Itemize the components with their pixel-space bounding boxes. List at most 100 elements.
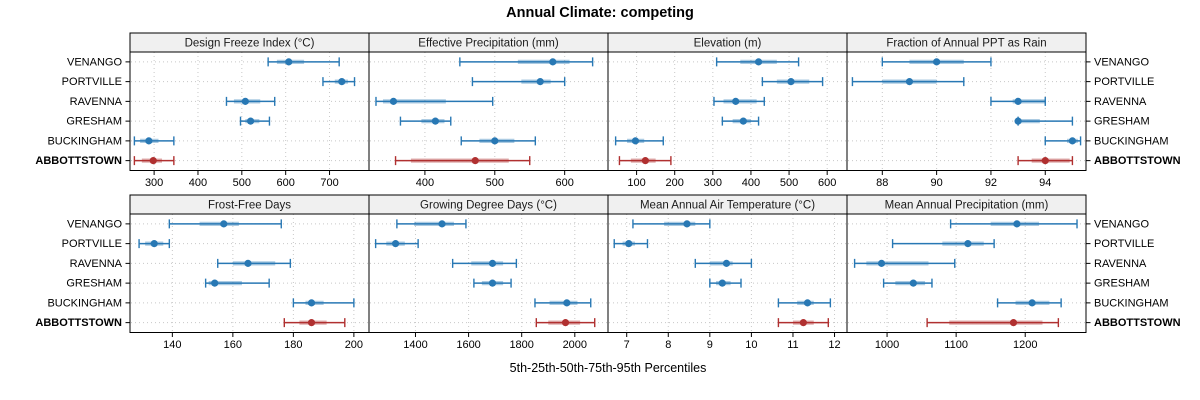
axis-tick-label: 500: [486, 177, 504, 189]
row-label-left-portville: PORTVILLE: [62, 76, 122, 88]
series-venango-fraction-of-annual-ppt-as-rain: [881, 57, 992, 67]
series-buckingham-elevation-m: [614, 136, 664, 146]
row-label-left-gresham: GRESHAM: [66, 278, 122, 290]
series-gresham-growing-degree-days-c: [473, 278, 512, 288]
series-venango-elevation-m: [715, 57, 800, 67]
series-ravenna-design-freeze-index-c: [225, 96, 276, 106]
series-gresham-effective-precipitation-mm: [399, 116, 452, 126]
axis-tick-label: 600: [555, 177, 573, 189]
series-gresham-mean-annual-air-temperature-c: [709, 278, 742, 288]
series-portville-growing-degree-days-c: [374, 239, 419, 249]
panel-mean-annual-precipitation-mm: Mean Annual Precipitation (mm) 1000 1100 12…: [846, 194, 1087, 351]
series-abbottstown-growing-degree-days-c: [535, 318, 596, 328]
row-label-right-buckingham: BUCKINGHAM: [1094, 297, 1169, 309]
axis-tick-label: 11: [787, 339, 798, 351]
series-portville-elevation-m: [761, 77, 824, 87]
series-venango-mean-annual-precipitation-mm: [949, 219, 1078, 229]
series-venango-mean-annual-air-temperature-c: [632, 219, 711, 229]
series-buckingham-mean-annual-precipitation-mm: [996, 298, 1062, 308]
series-portville-effective-precipitation-mm: [471, 77, 566, 87]
axis-tick-label: 400: [742, 177, 760, 189]
series-gresham-mean-annual-precipitation-mm: [882, 278, 933, 288]
panel-strip-title: Elevation (m): [694, 38, 762, 50]
axis-tick-label: 100: [627, 177, 645, 189]
panel-fraction-of-annual-ppt-as-rain: Fraction of Annual PPT as Rain 88 90 92 94: [846, 32, 1087, 189]
series-portville-mean-annual-precipitation-mm: [891, 239, 995, 249]
panel-strip-title: Fraction of Annual PPT as Rain: [886, 38, 1046, 50]
series-gresham-frost-free-days: [204, 278, 270, 288]
series-ravenna-frost-free-days: [217, 258, 292, 268]
row-label-right-venango: VENANGO: [1094, 56, 1149, 68]
series-ravenna-mean-annual-air-temperature-c: [694, 258, 753, 268]
row-label-left-gresham: GRESHAM: [66, 116, 122, 128]
row-label-right-abbottstown: ABBOTTSTOWN: [1094, 317, 1181, 329]
axis-tick-label: 600: [818, 177, 836, 189]
axis-tick-label: 92: [985, 177, 997, 189]
series-portville-fraction-of-annual-ppt-as-rain: [851, 77, 965, 87]
axis-tick-label: 1200: [1013, 339, 1037, 351]
axis-tick-label: 1000: [875, 339, 899, 351]
figure-title: Annual Climate: competing: [506, 5, 694, 21]
panel-strip-title: Frost-Free Days: [208, 200, 291, 212]
series-abbottstown-fraction-of-annual-ppt-as-rain: [1017, 156, 1074, 166]
percentiles-caption: 5th-25th-50th-75th-95th Percentiles: [509, 361, 707, 375]
panel-strip-title: Growing Degree Days (°C): [420, 200, 557, 212]
panel-elevation-m: Elevation (m) 100 200 300 400 500 600: [607, 32, 848, 189]
panel-strip-title: Effective Precipitation (mm): [418, 38, 559, 50]
row-label-right-ravenna: RAVENNA: [1094, 96, 1147, 108]
series-buckingham-design-freeze-index-c: [133, 136, 175, 146]
panel-strip: [846, 32, 1087, 53]
axis-tick-label: 200: [345, 339, 363, 351]
series-abbottstown-mean-annual-air-temperature-c: [777, 318, 829, 328]
axis-tick-label: 300: [145, 177, 163, 189]
panel-strip-title: Design Freeze Index (°C): [185, 38, 315, 50]
axis-tick-label: 500: [780, 177, 798, 189]
panel-growing-degree-days-c: Growing Degree Days (°C) 1400 1600 1800 2000: [368, 194, 609, 351]
row-label-left-venango: VENANGO: [67, 218, 122, 230]
axis-tick-label: 12: [828, 339, 840, 351]
series-buckingham-effective-precipitation-mm: [460, 136, 537, 146]
series-gresham-fraction-of-annual-ppt-as-rain: [1014, 116, 1074, 126]
axis-tick-label: 9: [707, 339, 713, 351]
series-venango-growing-degree-days-c: [396, 219, 467, 229]
row-label-left-ravenna: RAVENNA: [70, 258, 123, 270]
row-label-right-portville: PORTVILLE: [1094, 76, 1154, 88]
axis-tick-label: 700: [320, 177, 338, 189]
axis-tick-label: 1100: [944, 339, 968, 351]
axis-tick-label: 1800: [509, 339, 533, 351]
axis-tick-label: 2000: [563, 339, 587, 351]
row-label-right-gresham: GRESHAM: [1094, 116, 1150, 128]
series-venango-frost-free-days: [168, 219, 282, 229]
axis-tick-label: 1400: [403, 339, 427, 351]
series-buckingham-mean-annual-air-temperature-c: [777, 298, 832, 308]
row-label-right-portville: PORTVILLE: [1094, 238, 1154, 250]
axis-tick-label: 180: [284, 339, 302, 351]
row-label-right-abbottstown: ABBOTTSTOWN: [1094, 155, 1181, 167]
series-venango-design-freeze-index-c: [267, 57, 340, 67]
row-label-left-venango: VENANGO: [67, 56, 122, 68]
axis-tick-label: 140: [163, 339, 181, 351]
series-portville-frost-free-days: [138, 239, 171, 249]
series-ravenna-growing-degree-days-c: [451, 258, 518, 268]
series-abbottstown-design-freeze-index-c: [133, 156, 175, 166]
series-ravenna-elevation-m: [713, 96, 765, 106]
series-ravenna-mean-annual-precipitation-mm: [853, 258, 956, 268]
axis-tick-label: 200: [666, 177, 684, 189]
row-label-right-buckingham: BUCKINGHAM: [1094, 135, 1169, 147]
series-gresham-design-freeze-index-c: [239, 116, 271, 126]
series-venango-effective-precipitation-mm: [459, 57, 594, 67]
series-buckingham-growing-degree-days-c: [534, 298, 592, 308]
panel-effective-precipitation-mm: Effective Precipitation (mm) 400 500 600: [368, 32, 609, 189]
panel-design-freeze-index-c: Design Freeze Index (°C) 300 400 500 600 700: [129, 32, 370, 189]
series-portville-mean-annual-air-temperature-c: [613, 239, 649, 249]
axis-tick-label: 10: [745, 339, 757, 351]
series-gresham-elevation-m: [721, 116, 760, 126]
panel-strip: [846, 194, 1087, 215]
row-label-left-buckingham: BUCKINGHAM: [47, 297, 122, 309]
row-label-right-ravenna: RAVENNA: [1094, 258, 1147, 270]
axis-tick-label: 300: [704, 177, 722, 189]
row-label-right-gresham: GRESHAM: [1094, 278, 1150, 290]
axis-tick-label: 500: [233, 177, 251, 189]
series-abbottstown-mean-annual-precipitation-mm: [926, 318, 1060, 328]
series-abbottstown-effective-precipitation-mm: [394, 156, 531, 166]
